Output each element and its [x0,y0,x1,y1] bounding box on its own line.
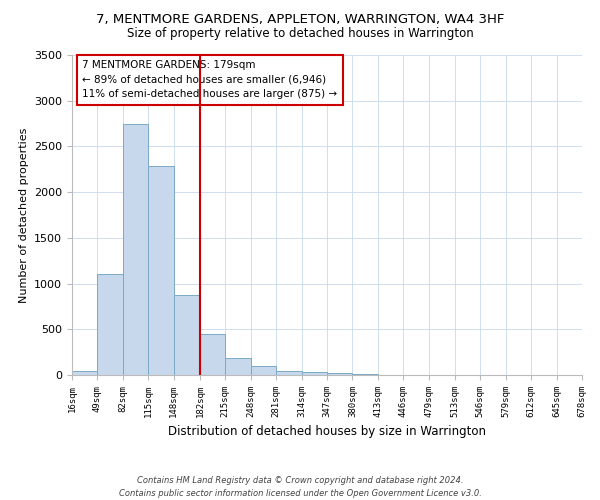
Bar [276,371,302,375]
Bar [226,358,251,375]
Bar [327,373,352,375]
Y-axis label: Number of detached properties: Number of detached properties [19,128,29,302]
Text: Contains HM Land Registry data © Crown copyright and database right 2024.
Contai: Contains HM Land Registry data © Crown c… [119,476,481,498]
Bar [352,374,378,375]
Bar [123,124,148,375]
Bar [302,372,327,375]
Text: 7 MENTMORE GARDENS: 179sqm
← 89% of detached houses are smaller (6,946)
11% of s: 7 MENTMORE GARDENS: 179sqm ← 89% of deta… [82,60,337,100]
X-axis label: Distribution of detached houses by size in Warrington: Distribution of detached houses by size … [168,426,486,438]
Bar [200,334,226,375]
Bar [72,372,97,375]
Bar [173,296,200,375]
Bar [251,366,276,375]
Bar [148,166,173,375]
Bar [97,274,123,375]
Text: 7, MENTMORE GARDENS, APPLETON, WARRINGTON, WA4 3HF: 7, MENTMORE GARDENS, APPLETON, WARRINGTO… [96,12,504,26]
Text: Size of property relative to detached houses in Warrington: Size of property relative to detached ho… [127,28,473,40]
